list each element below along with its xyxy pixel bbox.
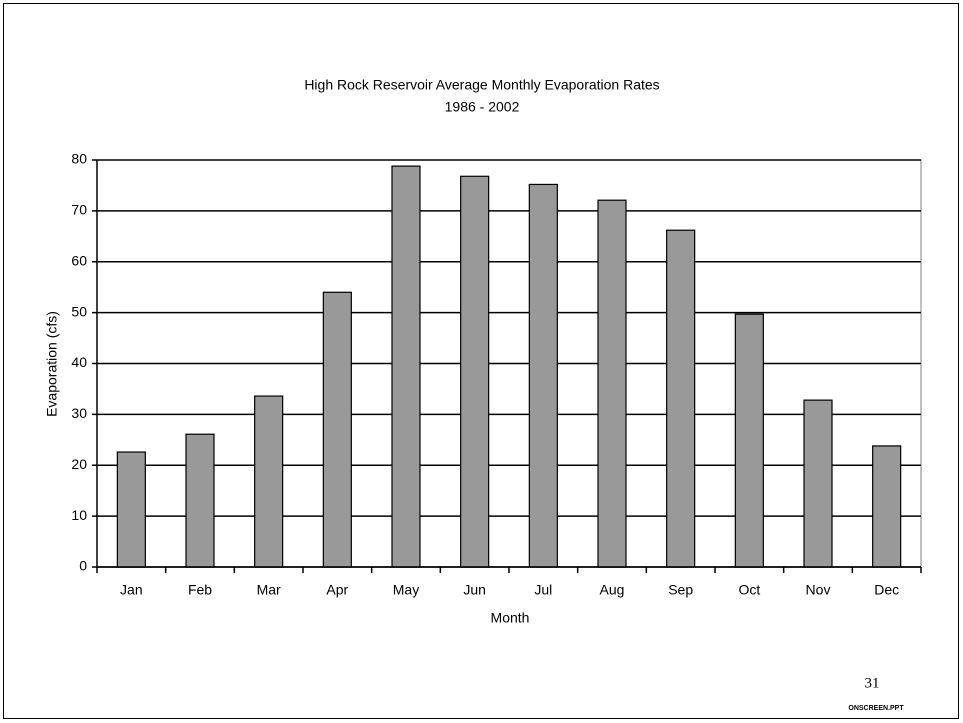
slide-number: 31	[865, 675, 880, 691]
bar	[872, 445, 902, 568]
bar	[460, 175, 490, 568]
x-tick-label: Oct	[738, 582, 760, 598]
x-tick-label: May	[393, 582, 419, 598]
y-tick-label: 50	[71, 303, 87, 319]
y-tick-label: 60	[71, 252, 87, 268]
y-tick-label: 70	[71, 202, 87, 218]
bar	[116, 451, 146, 568]
x-tick-label: Mar	[257, 582, 281, 598]
bar	[666, 229, 696, 568]
x-tick-label: Apr	[326, 582, 348, 598]
y-tick-label: 10	[71, 507, 87, 523]
x-tick-label: Feb	[188, 582, 212, 598]
y-axis-label: Evaporation (cfs)	[44, 311, 60, 417]
y-tick-label: 80	[71, 151, 87, 167]
bar	[185, 433, 215, 568]
footer-file: ONSCREEN.PPT	[848, 705, 904, 712]
x-tick-label: Jan	[120, 582, 143, 598]
x-tick-label: Sep	[668, 582, 693, 598]
x-axis-label: Month	[491, 610, 530, 626]
y-tick-label: 0	[79, 558, 87, 574]
x-tick-label: Jul	[534, 582, 552, 598]
y-tick-label: 40	[71, 354, 87, 370]
bar	[597, 199, 627, 568]
chart-title: High Rock Reservoir Average Monthly Evap…	[304, 77, 659, 93]
x-tick-label: Dec	[874, 582, 899, 598]
bar	[734, 313, 764, 568]
x-tick-label: Nov	[806, 582, 831, 598]
x-tick-label: Aug	[600, 582, 625, 598]
y-tick-label: 30	[71, 405, 87, 421]
x-tick-label: Jun	[463, 582, 486, 598]
bar	[254, 395, 284, 568]
chart-subtitle: 1986 - 2002	[445, 99, 520, 115]
bar	[803, 399, 833, 568]
bar	[322, 291, 352, 568]
bar	[391, 165, 421, 568]
bar	[528, 183, 558, 568]
y-tick-label: 20	[71, 456, 87, 472]
